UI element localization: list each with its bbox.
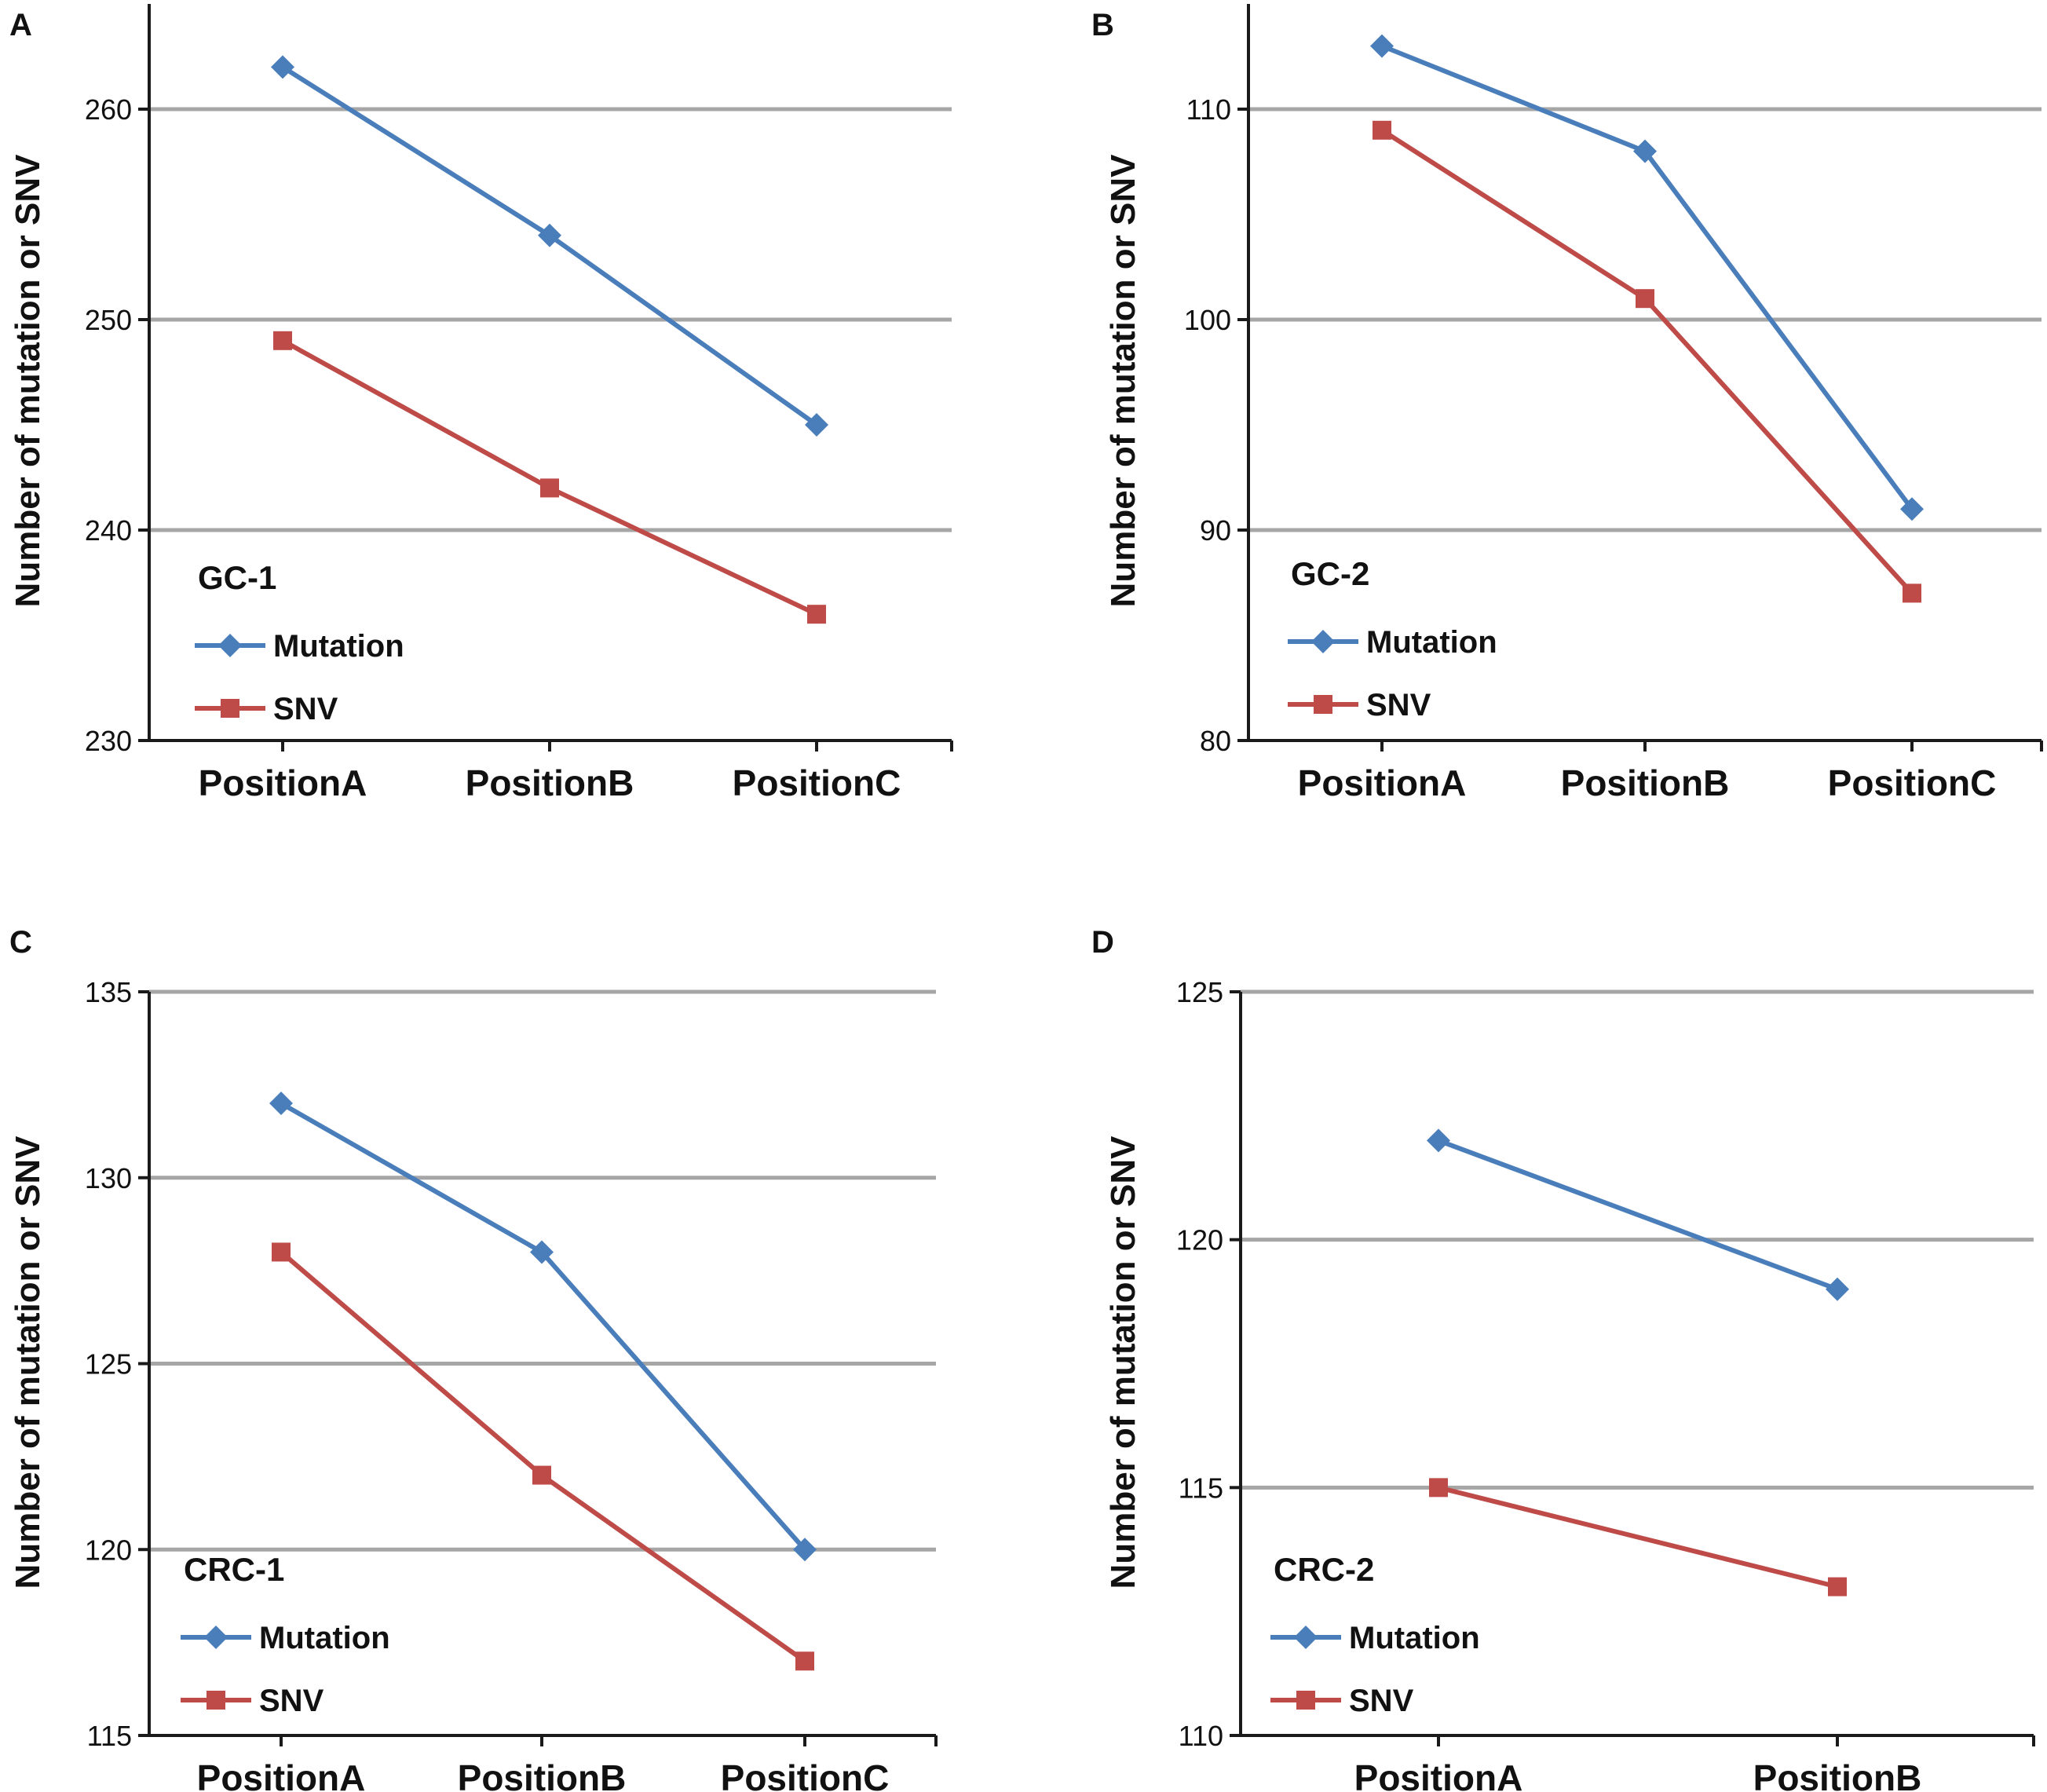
data-point-snv: [1828, 1577, 1847, 1596]
y-axis-title: Number of mutation or SNV: [1104, 154, 1142, 608]
data-point-snv: [532, 1465, 551, 1485]
y-tick-label: 230: [85, 725, 132, 757]
series-line-snv: [280, 1250, 806, 1663]
x-tick-label: PositionA: [1298, 763, 1467, 803]
y-tick-label: 120: [1176, 1224, 1223, 1256]
data-point-snv: [273, 331, 292, 350]
y-tick-label: 80: [1200, 725, 1231, 757]
y-tick-label: 250: [85, 304, 132, 336]
y-tick-label: 240: [85, 514, 132, 547]
x-tick-label: PositionA: [197, 1757, 366, 1792]
x-tick-label: PositionB: [466, 763, 634, 803]
y-tick-label: 125: [1176, 976, 1223, 1008]
x-tick-label: PositionC: [721, 1757, 890, 1792]
y-tick-label: 100: [1184, 304, 1231, 336]
legend-label: SNV: [1349, 1684, 1414, 1718]
legend-label: SNV: [1366, 688, 1431, 722]
data-point-snv: [1903, 583, 1921, 603]
x-tick-label: PositionB: [458, 1757, 627, 1792]
y-axis-title: Number of mutation or SNV: [9, 154, 47, 608]
legend-marker-square: [1314, 695, 1332, 714]
panel-c: 115 120 125 130 135 PositionA PositionB Positio…: [9, 925, 938, 1792]
legend-marker-diamond: [1294, 1626, 1318, 1649]
legend-label: Mutation: [1349, 1621, 1480, 1655]
y-axis-title: Number of mutation or SNV: [9, 1136, 47, 1589]
panel-label: B: [1091, 8, 1114, 42]
x-tick-label: PositionA: [199, 763, 367, 803]
y-tick-label: 115: [1179, 1472, 1223, 1504]
panel-label: D: [1091, 925, 1114, 960]
y-tick-label: 90: [1200, 514, 1231, 547]
legend-marker-square: [221, 699, 239, 718]
legend-title: CRC-1: [184, 1551, 284, 1588]
y-tick-label: 130: [85, 1162, 132, 1194]
y-tick-label: 110: [1179, 1720, 1223, 1752]
x-tick-label: PositionB: [1561, 763, 1730, 803]
data-point-snv: [1429, 1478, 1448, 1498]
legend-title: GC-2: [1291, 555, 1369, 592]
y-tick-label: 120: [85, 1534, 132, 1566]
legend-label: SNV: [273, 692, 338, 726]
data-point-snv: [1636, 289, 1654, 309]
x-tick-label: PositionB: [1753, 1757, 1922, 1792]
panel-d: 110 115 120 125 PositionA PositionB Number of …: [1091, 925, 2035, 1792]
y-tick-label: 135: [85, 976, 132, 1008]
legend-marker-diamond: [204, 1626, 228, 1649]
legend-marker-diamond: [218, 634, 242, 657]
y-tick-label: 110: [1186, 93, 1231, 126]
y-tick-label: 125: [85, 1348, 132, 1381]
y-tick-label: 115: [87, 1720, 132, 1752]
series-line-mutation: [1380, 43, 1914, 510]
data-point-mutation: [1370, 34, 1394, 58]
panel-b: 80 90 100 110 PositionA PositionB PositionC Num…: [1091, 4, 2043, 803]
legend-label: Mutation: [1366, 625, 1497, 660]
series-line-mutation: [1437, 1138, 1839, 1292]
panel-a: 230 240 250 260 PositionA PositionB PositionC N…: [9, 4, 953, 803]
legend-label: Mutation: [259, 1621, 390, 1655]
legend-label: Mutation: [273, 629, 404, 664]
data-point-snv: [807, 605, 826, 624]
legend-title: GC-1: [198, 559, 276, 596]
legend-marker-square: [207, 1691, 225, 1710]
data-point-mutation: [1633, 139, 1657, 163]
x-tick-label: PositionA: [1354, 1757, 1523, 1792]
data-point-snv: [795, 1651, 814, 1671]
data-point-snv: [272, 1242, 291, 1262]
legend-marker-square: [1296, 1691, 1315, 1710]
data-point-mutation: [1900, 497, 1924, 521]
legend-label: SNV: [259, 1684, 324, 1718]
data-point-mutation: [538, 223, 561, 247]
data-point-snv: [1373, 120, 1391, 140]
x-tick-label: PositionC: [1828, 763, 1997, 803]
series-line-snv: [1380, 128, 1914, 595]
data-point-mutation: [269, 1092, 293, 1116]
panel-label: A: [9, 8, 32, 42]
data-point-mutation: [805, 413, 828, 437]
data-point-mutation: [1427, 1128, 1450, 1153]
legend-title: CRC-2: [1274, 1551, 1374, 1588]
y-tick-label: 260: [85, 93, 132, 126]
data-point-mutation: [530, 1240, 554, 1264]
series-line-snv: [1438, 1485, 1838, 1589]
series-line-snv: [281, 338, 818, 616]
data-point-mutation: [1826, 1277, 1849, 1301]
legend-marker-diamond: [1311, 630, 1335, 653]
y-axis-title: Number of mutation or SNV: [1104, 1136, 1142, 1589]
x-tick-label: PositionC: [733, 763, 901, 803]
data-point-mutation: [271, 55, 294, 79]
data-point-snv: [540, 478, 559, 498]
data-point-mutation: [793, 1538, 817, 1562]
panel-label: C: [9, 925, 32, 960]
